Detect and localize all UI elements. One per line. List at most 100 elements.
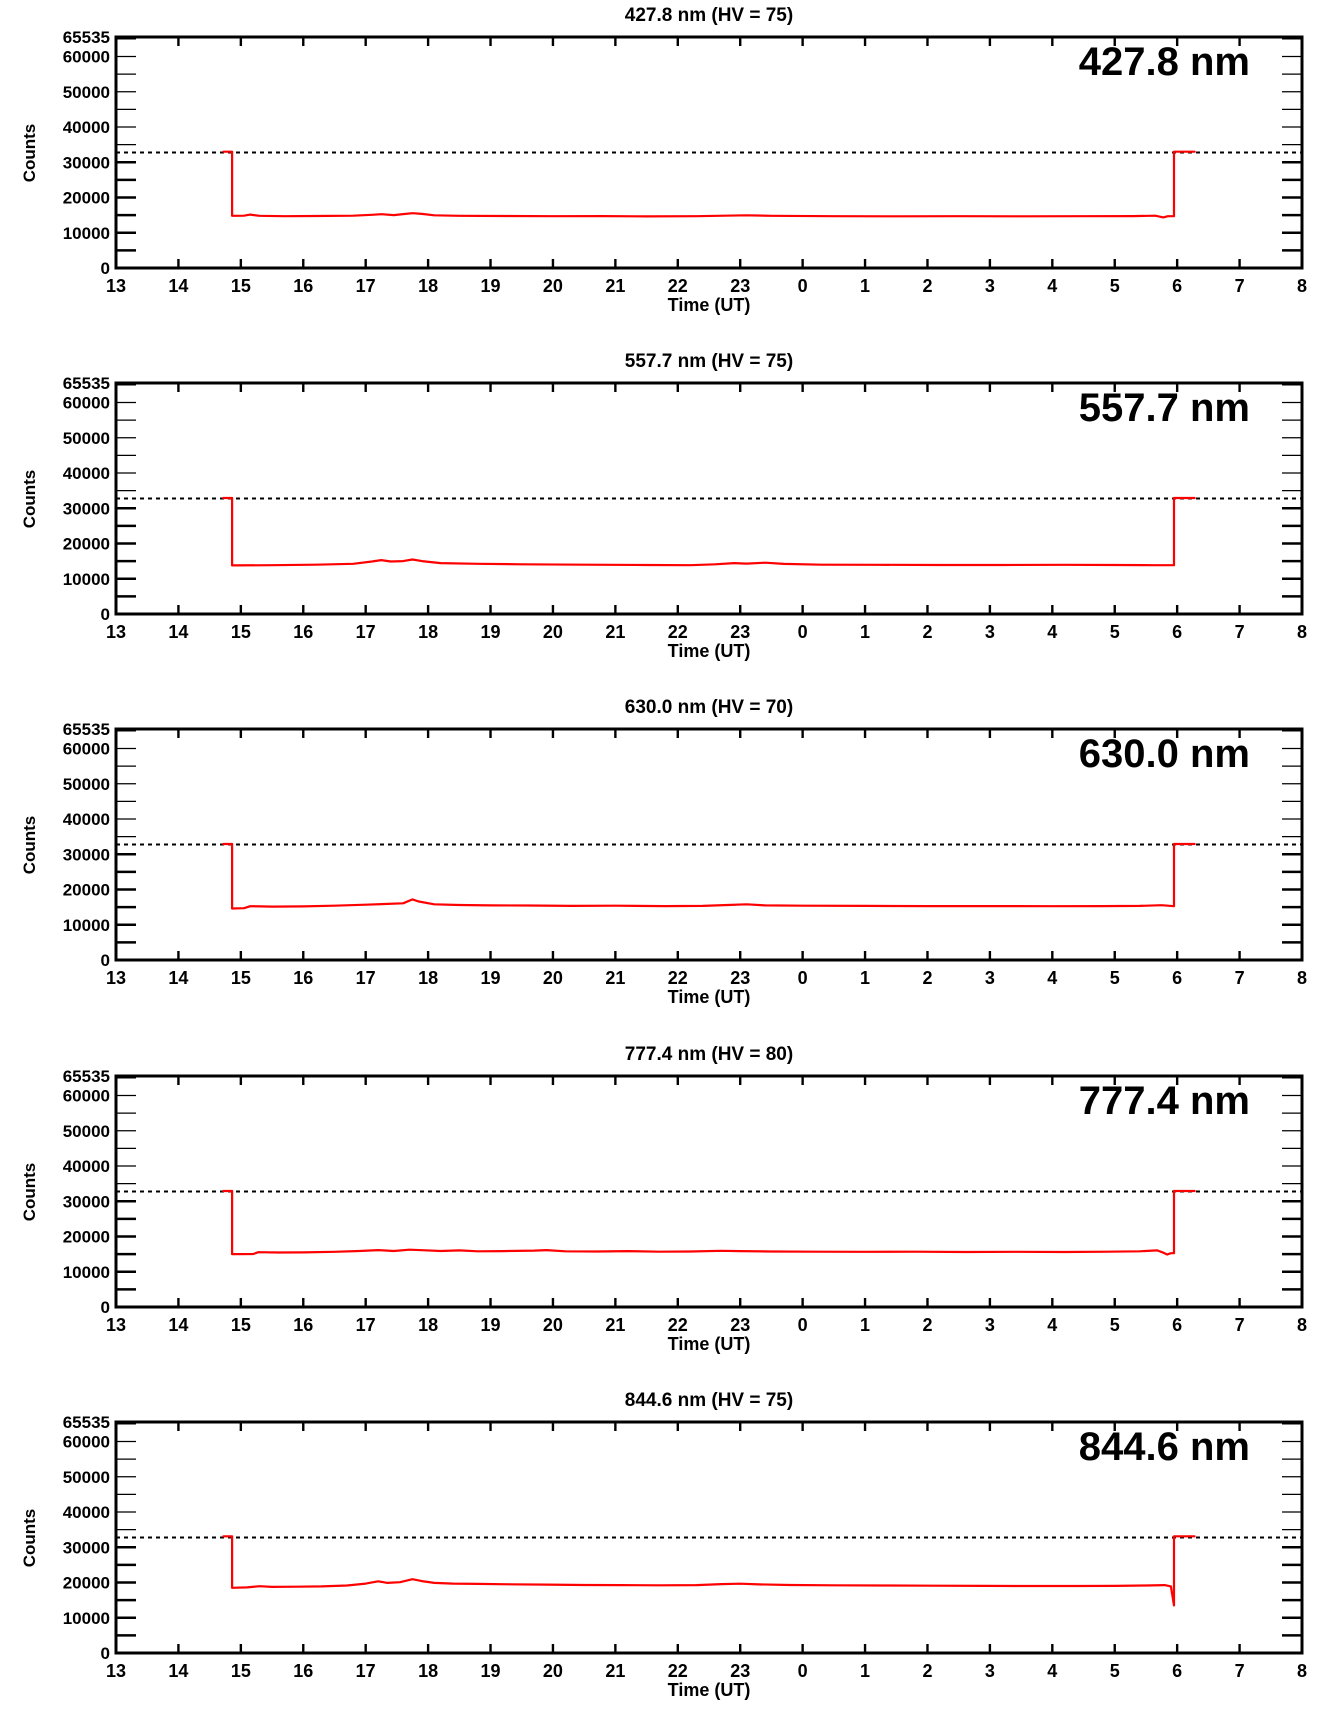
svg-text:14: 14: [168, 622, 188, 642]
svg-text:50000: 50000: [63, 775, 110, 794]
plot-title: 630.0 nm (HV = 70): [624, 697, 794, 719]
subplot-844-6-nm: 0 10000 20000 30000 40000 50000 60000 65535 13 14…: [0, 1385, 1336, 1731]
svg-text:4: 4: [1047, 276, 1057, 296]
svg-text:4: 4: [1047, 1661, 1057, 1681]
svg-text:18: 18: [418, 1315, 438, 1335]
y-axis-title: Counts: [20, 1508, 39, 1568]
svg-text:18: 18: [418, 276, 438, 296]
svg-text:17: 17: [356, 1315, 376, 1335]
svg-text:4: 4: [1047, 968, 1057, 988]
wavelength-annotation: 427.8 nm: [1078, 40, 1250, 84]
svg-text:15: 15: [231, 1661, 251, 1681]
svg-text:3: 3: [985, 968, 995, 988]
svg-text:8: 8: [1297, 1661, 1307, 1681]
svg-text:65535: 65535: [63, 720, 110, 739]
svg-text:30000: 30000: [63, 1538, 110, 1557]
svg-text:15: 15: [231, 622, 251, 642]
subplot-427-8-nm: 0 10000 20000 30000 40000 50000 60000 65535 13 14…: [0, 0, 1336, 346]
x-axis-title: Time (UT): [667, 987, 751, 1008]
svg-text:30000: 30000: [63, 846, 110, 865]
svg-text:0: 0: [101, 1298, 110, 1317]
svg-text:13: 13: [106, 1315, 126, 1335]
svg-text:65535: 65535: [63, 374, 110, 393]
svg-text:3: 3: [985, 1661, 995, 1681]
svg-text:10000: 10000: [63, 570, 110, 589]
svg-text:8: 8: [1297, 968, 1307, 988]
svg-text:40000: 40000: [63, 464, 110, 483]
svg-text:1: 1: [860, 968, 870, 988]
svg-text:17: 17: [356, 968, 376, 988]
svg-text:1: 1: [860, 276, 870, 296]
svg-text:50000: 50000: [63, 1121, 110, 1140]
svg-text:20000: 20000: [63, 535, 110, 554]
svg-text:20000: 20000: [63, 1573, 110, 1592]
svg-text:20: 20: [543, 276, 563, 296]
svg-text:20: 20: [543, 968, 563, 988]
svg-text:1: 1: [860, 622, 870, 642]
svg-text:50000: 50000: [63, 83, 110, 102]
svg-text:15: 15: [231, 968, 251, 988]
svg-text:30000: 30000: [63, 499, 110, 518]
svg-text:5: 5: [1110, 1315, 1120, 1335]
svg-text:40000: 40000: [63, 1157, 110, 1176]
svg-text:23: 23: [730, 968, 750, 988]
svg-text:60000: 60000: [63, 1086, 110, 1105]
svg-text:16: 16: [293, 276, 313, 296]
svg-text:60000: 60000: [63, 394, 110, 413]
svg-text:50000: 50000: [63, 1468, 110, 1487]
svg-text:40000: 40000: [63, 810, 110, 829]
svg-text:6: 6: [1172, 1315, 1182, 1335]
svg-text:19: 19: [481, 1661, 501, 1681]
svg-text:13: 13: [106, 1661, 126, 1681]
svg-text:5: 5: [1110, 276, 1120, 296]
svg-text:20000: 20000: [63, 189, 110, 208]
svg-text:13: 13: [106, 968, 126, 988]
svg-text:5: 5: [1110, 968, 1120, 988]
svg-text:20: 20: [543, 1661, 563, 1681]
plot-title: 427.8 nm (HV = 75): [624, 5, 794, 26]
svg-text:5: 5: [1110, 622, 1120, 642]
svg-text:16: 16: [293, 1315, 313, 1335]
svg-text:4: 4: [1047, 1315, 1057, 1335]
y-axis-title: Counts: [20, 123, 39, 183]
x-axis-title: Time (UT): [667, 295, 751, 315]
svg-text:17: 17: [356, 276, 376, 296]
svg-text:10000: 10000: [63, 1609, 110, 1628]
svg-text:20000: 20000: [63, 1227, 110, 1246]
svg-text:20000: 20000: [63, 881, 110, 900]
svg-text:10000: 10000: [63, 1262, 110, 1281]
svg-text:23: 23: [730, 622, 750, 642]
svg-text:0: 0: [798, 622, 808, 642]
y-axis-title: Counts: [20, 1162, 39, 1221]
svg-text:18: 18: [418, 968, 438, 988]
svg-text:0: 0: [798, 276, 808, 296]
svg-text:0: 0: [101, 259, 110, 278]
svg-text:2: 2: [922, 1661, 932, 1681]
svg-text:40000: 40000: [63, 118, 110, 137]
svg-text:30000: 30000: [63, 1192, 110, 1211]
svg-text:8: 8: [1297, 276, 1307, 296]
svg-text:0: 0: [798, 1661, 808, 1681]
svg-text:10000: 10000: [63, 224, 110, 243]
svg-text:19: 19: [481, 622, 501, 642]
svg-text:6: 6: [1172, 276, 1182, 296]
svg-text:50000: 50000: [63, 429, 110, 448]
svg-text:2: 2: [922, 968, 932, 988]
svg-text:17: 17: [356, 622, 376, 642]
svg-text:7: 7: [1235, 622, 1245, 642]
svg-text:21: 21: [605, 1315, 625, 1335]
svg-text:14: 14: [168, 968, 188, 988]
svg-text:22: 22: [668, 1661, 688, 1681]
svg-text:3: 3: [985, 276, 995, 296]
svg-text:6: 6: [1172, 622, 1182, 642]
svg-text:8: 8: [1297, 1315, 1307, 1335]
plot-title: 777.4 nm (HV = 80): [624, 1043, 794, 1065]
svg-text:22: 22: [668, 622, 688, 642]
svg-text:60000: 60000: [63, 1432, 110, 1451]
svg-text:40000: 40000: [63, 1503, 110, 1522]
